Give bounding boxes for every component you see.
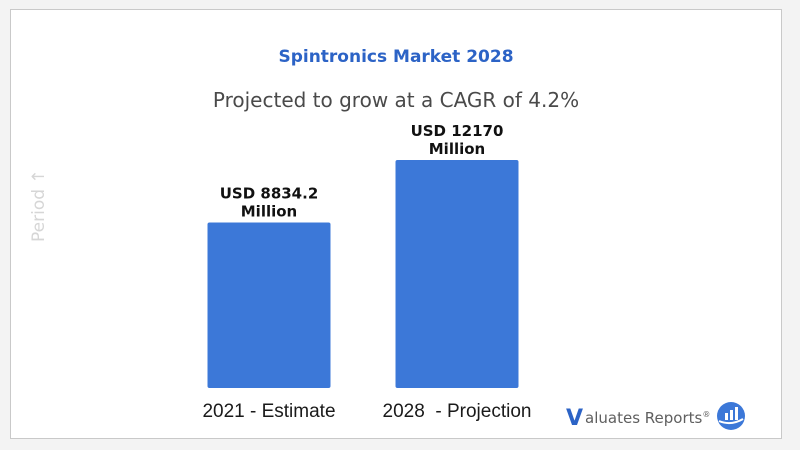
bar-2	[395, 160, 519, 388]
bar-2-data-label-line-2: Million	[429, 140, 485, 158]
bar-chart-globe-icon	[716, 401, 746, 436]
bar-2-data-label-line-1: USD 12170	[411, 122, 504, 140]
category-label-1: 2021 - Estimate	[202, 401, 335, 422]
bar-1-data-label-line-2: Million	[241, 202, 297, 220]
chart-title: Spintronics Market 2028	[278, 47, 514, 67]
chart-subtitle: Projected to grow at a CAGR of 4.2%	[212, 88, 580, 112]
brand-name: aluates Reports®	[585, 409, 711, 427]
brand-logo: V aluates Reports®	[566, 398, 746, 438]
brand-v-letter: V	[566, 405, 584, 431]
chart-card: Spintronics Market 2028 Projected to gro…	[10, 9, 782, 439]
category-label-2: 2028 - Projection	[383, 401, 532, 422]
bar-1	[207, 222, 331, 388]
bar-1-data-label-line-1: USD 8834.2	[220, 184, 319, 202]
